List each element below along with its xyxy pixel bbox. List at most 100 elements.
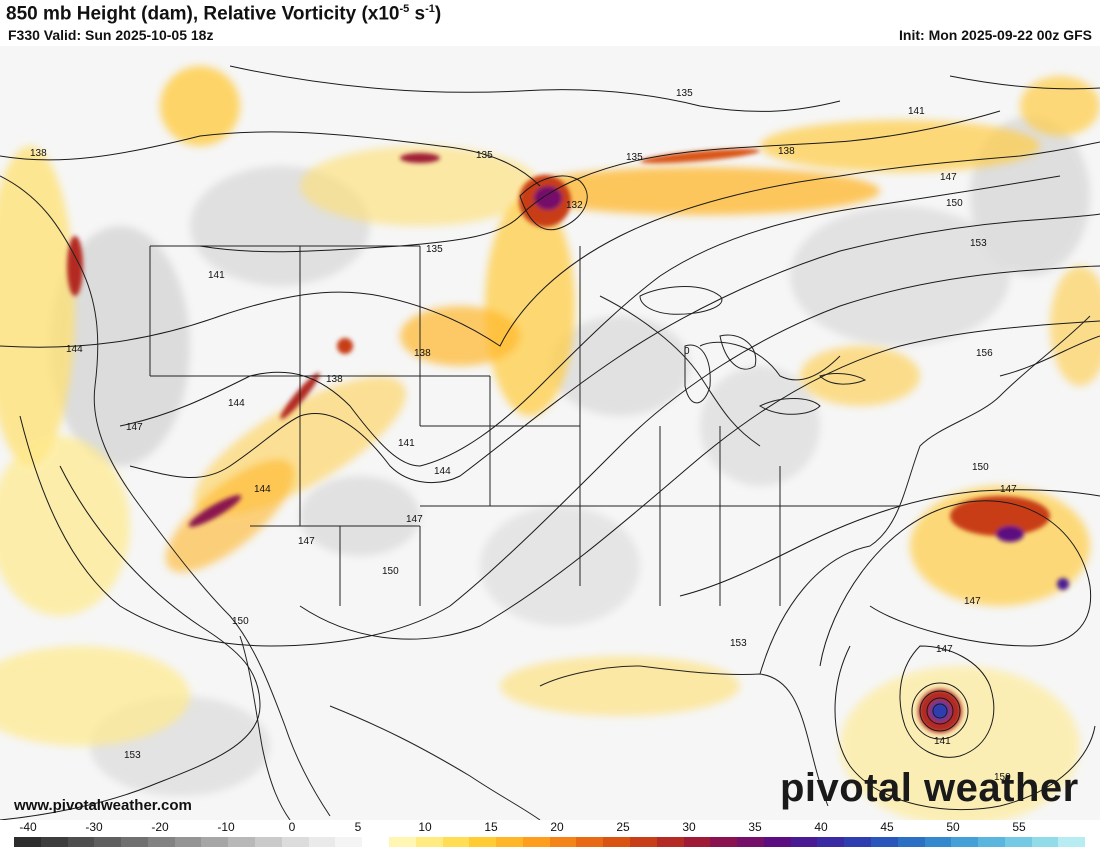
colorbar-swatch xyxy=(94,837,122,847)
map-title: 850 mb Height (dam), Relative Vorticity … xyxy=(6,3,442,25)
colorbar-swatch xyxy=(228,837,256,847)
colorbar-label: 55 xyxy=(1012,820,1026,834)
contour-label: 141 xyxy=(398,438,415,449)
contour-label: 156 xyxy=(976,348,993,359)
init-time: Init: Mon 2025-09-22 00z GFS xyxy=(899,27,1092,43)
colorbar-label: 20 xyxy=(550,820,564,834)
contour-label: 147 xyxy=(298,536,315,547)
colorbar-label: 30 xyxy=(682,820,696,834)
colorbar-swatch xyxy=(817,837,845,847)
contour-label: 144 xyxy=(434,466,451,477)
colorbar-swatch xyxy=(255,837,282,847)
colorbar-swatch xyxy=(871,837,898,847)
contour-label: 150 xyxy=(382,566,399,577)
colorbar-swatch xyxy=(40,837,68,847)
colorbar-swatch xyxy=(308,837,336,847)
contour-label: 153 xyxy=(730,638,747,649)
contour-label: 153 xyxy=(124,750,141,761)
contour-label: 144 xyxy=(228,398,245,409)
map-canvas: 135 138 141 144 147 150 153 156 132 135 … xyxy=(0,46,1100,820)
contour-label: 135 xyxy=(476,150,493,161)
colorbar-swatch xyxy=(522,837,550,847)
colorbar-swatch xyxy=(469,837,497,847)
colorbar-swatch xyxy=(281,837,309,847)
colorbar-swatch xyxy=(924,837,952,847)
contour-label: 144 xyxy=(254,484,271,495)
colorbar-swatch xyxy=(174,837,202,847)
colorbar-swatch xyxy=(67,837,95,847)
colorbar-swatch xyxy=(603,837,630,847)
colorbar-swatch xyxy=(737,837,764,847)
contour-label: 147 xyxy=(126,422,143,433)
colorbar-swatch xyxy=(201,837,229,847)
colorbar-label: -40 xyxy=(19,820,37,834)
colorbar-swatch xyxy=(576,837,604,847)
colorbar-label: 50 xyxy=(946,820,960,834)
colorbar-swatch xyxy=(629,837,657,847)
colorbar-swatch xyxy=(496,837,523,847)
colorbar-swatch xyxy=(362,837,389,847)
colorbar-label: 0 xyxy=(288,820,296,834)
contour-label: 135 xyxy=(426,244,443,255)
website-url: www.pivotalweather.com xyxy=(14,797,192,814)
colorbar-labels: -40 -30 -20 -10 0 5 10 15 20 25 30 35 40… xyxy=(0,820,1100,836)
colorbar-swatch xyxy=(978,837,1005,847)
colorbar-swatch xyxy=(790,837,818,847)
height-contours xyxy=(0,65,1100,820)
colorbar-swatch xyxy=(763,837,791,847)
contour-label: 147 xyxy=(964,596,981,607)
contour-label: 150 xyxy=(972,462,989,473)
colorbar-swatch xyxy=(656,837,684,847)
contour-label: 150 xyxy=(994,772,1011,783)
contour-label: 150 xyxy=(232,616,249,627)
colorbar-swatch xyxy=(951,837,979,847)
contour-label: 141 xyxy=(908,106,925,117)
colorbar-label: 10 xyxy=(418,820,432,834)
colorbar-swatch xyxy=(442,837,470,847)
colorbar-label: 15 xyxy=(484,820,498,834)
colorbar-swatch xyxy=(147,837,175,847)
colorbar-swatch xyxy=(388,837,416,847)
colorbar-swatch xyxy=(1031,837,1059,847)
colorbar-swatch xyxy=(1058,837,1086,847)
colorbar-swatch xyxy=(549,837,577,847)
contour-label: 138 xyxy=(778,146,795,157)
contour-labels: 135 138 141 144 147 150 153 156 132 135 … xyxy=(30,88,1017,783)
contour-label: 141 xyxy=(208,270,225,281)
valid-time: F330 Valid: Sun 2025-10-05 18z xyxy=(8,27,214,43)
contour-label: 147 xyxy=(1000,484,1017,495)
contour-label: 135 xyxy=(676,88,693,99)
colorbar-label: 25 xyxy=(616,820,630,834)
header: 850 mb Height (dam), Relative Vorticity … xyxy=(0,0,1100,46)
contour-label: 150 xyxy=(946,198,963,209)
colorbar-swatch xyxy=(415,837,443,847)
colorbar-swatch xyxy=(897,837,925,847)
contour-label: 147 xyxy=(406,514,423,525)
colorbar-label: -30 xyxy=(85,820,103,834)
contour-label: 0 xyxy=(684,346,690,357)
contour-label: 138 xyxy=(30,148,47,159)
contour-label: 141 xyxy=(934,736,951,747)
colorbar-label: -10 xyxy=(217,820,235,834)
contour-label: 135 xyxy=(626,152,643,163)
colorbar-swatch xyxy=(710,837,738,847)
colorbar-swatch xyxy=(683,837,711,847)
colorbar-label: 45 xyxy=(880,820,894,834)
colorbar-swatch xyxy=(844,837,871,847)
colorbar-swatch xyxy=(1004,837,1032,847)
weather-map: 135 138 141 144 147 150 153 156 132 135 … xyxy=(0,46,1100,820)
colorbar-label: 35 xyxy=(748,820,762,834)
contour-label: 138 xyxy=(414,348,431,359)
colorbar-label: -20 xyxy=(151,820,169,834)
contour-label: 147 xyxy=(940,172,957,183)
contour-label: 153 xyxy=(970,238,987,249)
colorbar-label: 5 xyxy=(354,820,362,834)
contour-label: 147 xyxy=(936,644,953,655)
colorbar-swatch xyxy=(335,837,363,847)
colorbar-swatch xyxy=(14,837,41,847)
colorbar-swatch xyxy=(121,837,148,847)
colorbar-label: 40 xyxy=(814,820,828,834)
geographic-boundaries xyxy=(0,175,1091,820)
colorbar xyxy=(14,837,1086,847)
contour-label: 138 xyxy=(326,374,343,385)
